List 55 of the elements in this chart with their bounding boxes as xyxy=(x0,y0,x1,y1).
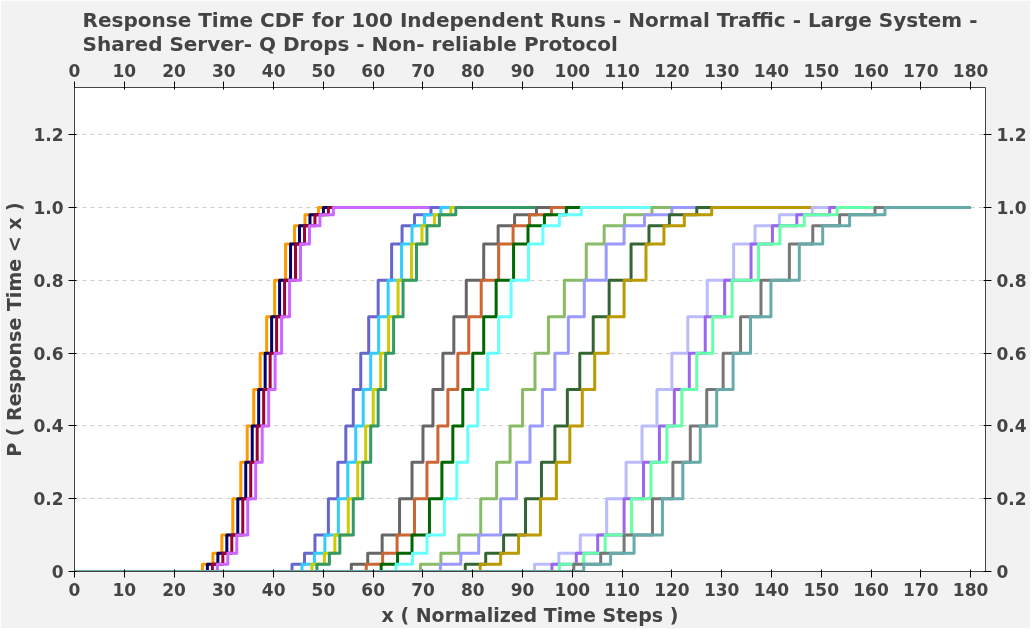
x2-tick-label: 140 xyxy=(753,579,790,600)
x2-tick-label: 0 xyxy=(68,579,81,600)
y-axis-title: P ( Response Time < x ) xyxy=(3,202,26,457)
y-tick-label: 0.2 xyxy=(33,489,64,510)
y-tick-label: 0 xyxy=(51,562,64,582)
x-tick-label: 110 xyxy=(604,60,641,81)
x-tick-label: 180 xyxy=(952,60,989,81)
x-tick-label: 130 xyxy=(703,60,740,81)
x-tick-label: 20 xyxy=(162,60,187,81)
y2-tick-label: 1.2 xyxy=(996,125,1027,146)
x2-tick-label: 40 xyxy=(261,579,286,600)
x-tick-label: 60 xyxy=(361,60,386,81)
y-tick-label: 0.8 xyxy=(33,270,64,291)
y2-tick-label: 0.8 xyxy=(996,270,1027,291)
y2-tick-label: 1.0 xyxy=(996,198,1027,219)
x2-tick-label: 130 xyxy=(703,579,740,600)
x2-tick-label: 180 xyxy=(952,579,989,600)
x-tick-label: 70 xyxy=(411,60,435,81)
x-tick-label: 100 xyxy=(554,60,591,81)
x-tick-label: 120 xyxy=(654,60,690,81)
x-tick-label: 0 xyxy=(68,60,81,81)
x2-tick-label: 30 xyxy=(212,579,236,600)
x-tick-label: 140 xyxy=(753,60,790,81)
x-tick-label: 90 xyxy=(510,60,535,81)
x2-tick-label: 100 xyxy=(554,579,591,600)
x2-tick-label: 80 xyxy=(460,579,485,600)
y-tick-label: 0.4 xyxy=(33,416,64,437)
x2-tick-label: 70 xyxy=(411,579,435,600)
x-tick-label: 160 xyxy=(853,60,889,81)
x-tick-label: 170 xyxy=(903,60,939,81)
chart-title: Response Time CDF for 100 Independent Runs - Normal Traffic - Large System - Shared Server- Q Drops - Non- reliable Protocol xyxy=(82,7,978,56)
x2-tick-label: 160 xyxy=(853,579,889,600)
y-tick-label: 1.2 xyxy=(33,125,64,146)
x2-tick-label: 150 xyxy=(803,579,840,600)
y-tick-label: 1.0 xyxy=(33,198,64,219)
x-axis-title: x ( Normalized Time Steps ) xyxy=(381,603,679,626)
x2-tick-label: 20 xyxy=(162,579,187,600)
x2-tick-label: 10 xyxy=(112,579,137,600)
x-tick-label: 30 xyxy=(212,60,236,81)
x2-tick-label: 120 xyxy=(654,579,690,600)
x2-tick-label: 60 xyxy=(361,579,386,600)
x-tick-label: 80 xyxy=(460,60,485,81)
y2-tick-label: 0.6 xyxy=(996,343,1027,364)
y2-tick-label: 0.4 xyxy=(996,416,1027,437)
x-tick-label: 40 xyxy=(261,60,286,81)
x-tick-label: 50 xyxy=(311,60,336,81)
y2-tick-label: 0 xyxy=(996,562,1009,582)
y2-tick-label: 0.2 xyxy=(996,489,1027,510)
y-tick-label: 0.6 xyxy=(33,343,64,364)
x2-tick-label: 90 xyxy=(510,579,535,600)
x2-tick-label: 110 xyxy=(604,579,641,600)
x2-tick-label: 50 xyxy=(311,579,336,600)
x2-tick-label: 170 xyxy=(903,579,939,600)
x-tick-label: 10 xyxy=(112,60,137,81)
x-tick-label: 150 xyxy=(803,60,840,81)
